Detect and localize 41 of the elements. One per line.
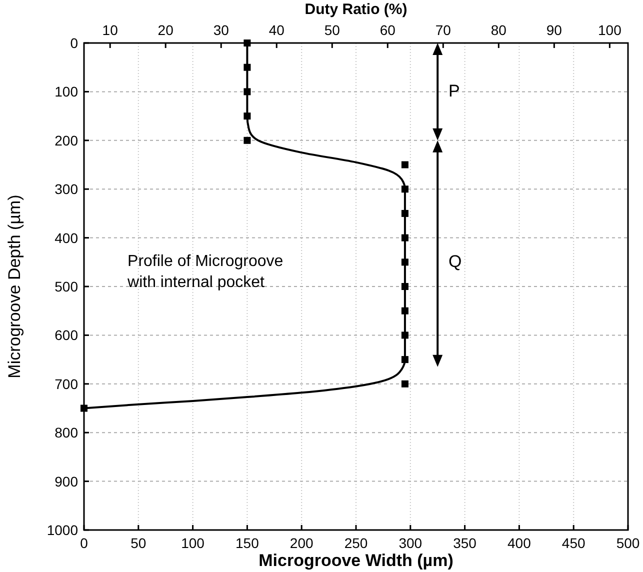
y-tick-label: 200 — [54, 132, 78, 148]
point — [401, 161, 408, 168]
x-tick-label: 350 — [453, 535, 477, 551]
annotation: Profile of Microgroove with internal pocket — [126, 253, 284, 292]
x-tick-label: 150 — [236, 535, 260, 551]
x-axis-title: Microgroove Width (µm) — [258, 551, 454, 570]
y-tick-label: 0 — [70, 35, 78, 51]
y-tick-label: 400 — [54, 230, 78, 246]
x2-axis-title: Duty Ratio (%) — [304, 1, 408, 18]
x2-tick-label: 40 — [268, 22, 285, 38]
x-tick-label: 200 — [290, 535, 314, 551]
x-tick-label: 0 — [80, 535, 88, 551]
x2-tick-label: 100 — [598, 22, 622, 38]
x-tick-label: 300 — [398, 535, 422, 551]
x-tick-label: 100 — [181, 535, 205, 551]
x2-tick-label: 50 — [324, 22, 340, 38]
x2-tick-label: 70 — [435, 22, 452, 38]
y-tick-label: 700 — [54, 376, 78, 392]
point — [401, 380, 408, 388]
x-tick-label: 250 — [344, 535, 368, 551]
y-tick-label: 500 — [54, 278, 78, 294]
x-tick-label: 50 — [130, 535, 146, 551]
y-tick-label: 900 — [54, 473, 78, 490]
x2-tick-label: 60 — [380, 22, 396, 38]
point — [244, 136, 251, 144]
x-tick-label: 450 — [562, 535, 586, 551]
y-axis-title: Microgroove Depth (µm) — [5, 194, 24, 378]
y-tick-label: 300 — [54, 181, 78, 198]
y-tick-label: 1000 — [46, 522, 78, 538]
annotation: Q — [448, 252, 462, 272]
x2-tick-label: 10 — [102, 22, 118, 38]
y-tick-label: 600 — [54, 327, 78, 344]
y-tick-label: 100 — [54, 84, 78, 100]
x2-tick-label: 80 — [490, 22, 507, 38]
x-tick-label: 400 — [508, 535, 532, 551]
x2-tick-label: 90 — [546, 22, 562, 38]
annotation: P — [448, 82, 460, 101]
x2-tick-label: 30 — [213, 22, 230, 38]
y-tick-label: 800 — [54, 424, 78, 441]
x-tick-label: 500 — [616, 535, 640, 551]
x2-tick-label: 20 — [158, 22, 174, 38]
